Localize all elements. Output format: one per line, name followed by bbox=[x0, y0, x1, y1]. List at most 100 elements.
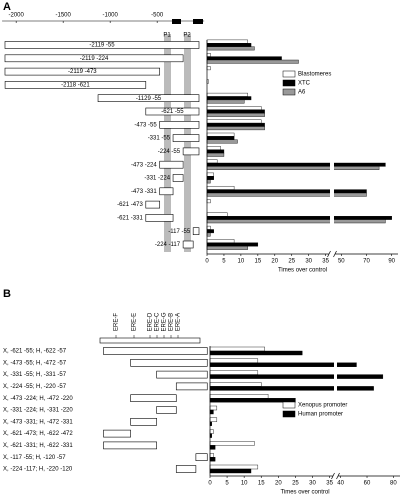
construct-label: -224 -117 bbox=[155, 242, 181, 248]
construct-label: -473 -224 bbox=[131, 162, 157, 168]
exon bbox=[193, 19, 203, 24]
x-tick-label: 5 bbox=[225, 481, 229, 487]
bar bbox=[206, 139, 238, 144]
construct bbox=[145, 200, 161, 209]
construct-label: -621 -331 bbox=[117, 215, 143, 221]
x-tick-label: 0 bbox=[205, 259, 209, 265]
construct bbox=[175, 465, 197, 473]
construct-label: X, -224 -55; H, -220 -57 bbox=[3, 384, 67, 390]
construct-label: X, -473 -224; H, -472 -220 bbox=[3, 396, 73, 402]
bar bbox=[206, 239, 235, 243]
x-tick-label: 80 bbox=[390, 481, 397, 487]
legend-label: XTC bbox=[298, 81, 311, 87]
bar bbox=[209, 409, 214, 415]
axis-break bbox=[327, 250, 331, 258]
x-tick-label: 15 bbox=[254, 259, 261, 265]
bar bbox=[209, 429, 214, 434]
x-tick-label: 35 bbox=[322, 259, 329, 265]
bar bbox=[206, 96, 252, 101]
construct bbox=[159, 121, 200, 129]
axis-break-gap bbox=[334, 346, 337, 475]
bar bbox=[209, 453, 214, 458]
x-axis-label: Times over control bbox=[278, 268, 327, 274]
construct bbox=[4, 54, 184, 63]
construct-label: -2119 -473 bbox=[68, 69, 97, 75]
region-label: P2 bbox=[183, 33, 191, 39]
bar bbox=[206, 176, 214, 180]
construct-label: X, -621 -331; H, -622 -331 bbox=[3, 443, 73, 449]
bar bbox=[206, 109, 265, 114]
x-axis-label: Times over control bbox=[280, 490, 329, 496]
construct bbox=[159, 160, 184, 169]
x-tick-label: 10 bbox=[241, 481, 248, 487]
bar bbox=[209, 445, 216, 450]
legend-label: A6 bbox=[298, 90, 306, 96]
construct bbox=[4, 67, 161, 76]
construct-label: -2119 -55 bbox=[89, 43, 115, 49]
construct bbox=[156, 406, 177, 414]
bar bbox=[206, 46, 255, 51]
x-tick-label: 10 bbox=[238, 259, 245, 265]
construct bbox=[103, 347, 208, 355]
axis-break bbox=[333, 250, 337, 258]
legend-swatch bbox=[282, 79, 296, 87]
bar bbox=[206, 225, 211, 230]
construct bbox=[156, 370, 208, 379]
construct bbox=[145, 107, 200, 116]
legend-swatch bbox=[282, 401, 296, 409]
construct bbox=[4, 81, 147, 89]
element-label: ERE-G bbox=[162, 312, 168, 331]
bar bbox=[206, 92, 248, 97]
x-tick-label: 30 bbox=[305, 259, 312, 265]
bar bbox=[209, 405, 218, 411]
construct-label: -473 -331 bbox=[131, 189, 157, 195]
bar bbox=[206, 122, 265, 127]
construct bbox=[145, 214, 174, 222]
construct-label: -2119 -224 bbox=[80, 56, 109, 62]
construct bbox=[175, 382, 208, 391]
promoter-map bbox=[99, 337, 201, 344]
bar bbox=[206, 189, 367, 194]
construct-label: X, -331 -224; H, -331 -220 bbox=[3, 408, 73, 414]
element-label: ERE-D bbox=[148, 312, 154, 331]
construct-label: X, -473 -331; H, -472 -331 bbox=[3, 419, 73, 425]
bar bbox=[206, 179, 211, 184]
x-tick-label: 5 bbox=[222, 259, 226, 265]
region-band bbox=[164, 34, 171, 252]
region-label: P1 bbox=[163, 33, 171, 39]
x-tick-label: 50 bbox=[338, 259, 345, 265]
construct bbox=[172, 174, 184, 182]
x-tick-label: 35 bbox=[326, 481, 333, 487]
bar bbox=[206, 59, 299, 64]
construct bbox=[159, 187, 174, 196]
bar bbox=[206, 149, 225, 154]
bar bbox=[206, 245, 248, 250]
construct bbox=[130, 358, 208, 367]
bar bbox=[206, 199, 211, 204]
genome-tick-label: -1000 bbox=[102, 13, 118, 19]
construct bbox=[103, 441, 157, 450]
bar bbox=[209, 370, 259, 375]
bar bbox=[206, 185, 235, 190]
bar bbox=[206, 162, 386, 167]
construct-label: -2118 -621 bbox=[61, 82, 90, 88]
element-label: ERE-F bbox=[114, 313, 120, 331]
bar bbox=[209, 374, 384, 379]
axis-break-gap bbox=[330, 40, 334, 253]
bar bbox=[206, 215, 392, 220]
bar bbox=[209, 386, 374, 391]
bar bbox=[209, 441, 255, 446]
bar bbox=[206, 242, 259, 247]
x-tick-label: 90 bbox=[388, 259, 395, 265]
element-label: ERE-A bbox=[176, 313, 182, 331]
region-band bbox=[184, 34, 191, 252]
bar bbox=[206, 106, 262, 111]
bar bbox=[206, 39, 248, 44]
construct bbox=[182, 240, 194, 249]
x-tick-label: 15 bbox=[258, 481, 265, 487]
x-tick-label: 70 bbox=[363, 259, 370, 265]
x-tick-label: 40 bbox=[337, 481, 344, 487]
construct bbox=[130, 417, 157, 426]
element-label: ERE-C bbox=[155, 312, 161, 331]
